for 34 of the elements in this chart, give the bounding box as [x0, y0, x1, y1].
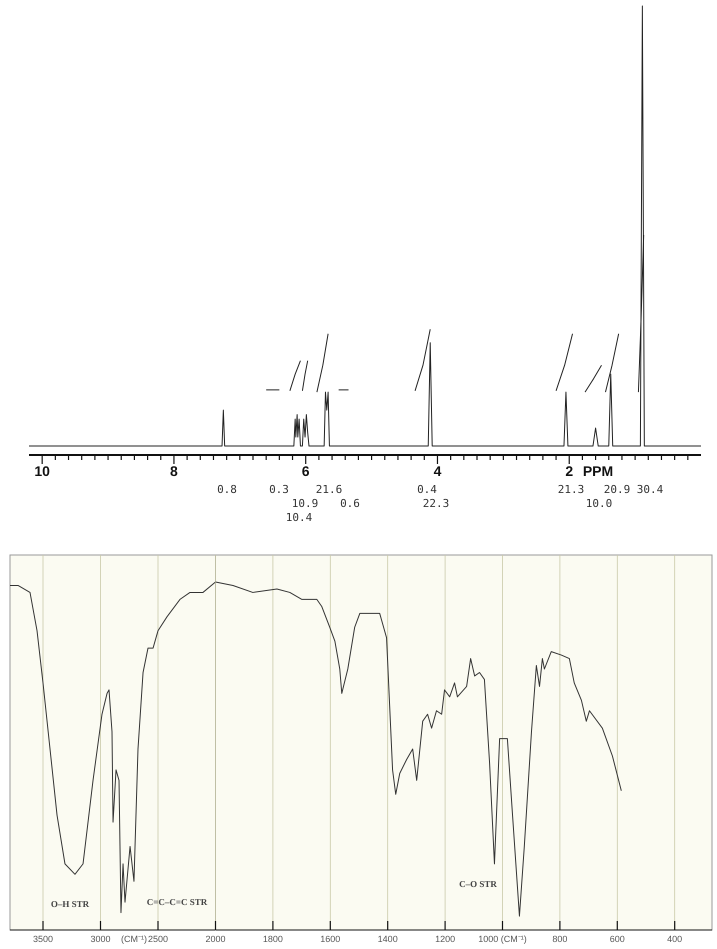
annotation: O–H STR [50, 899, 90, 909]
text: 21.3 [558, 483, 584, 496]
annotation: C=C–C=C STR [146, 897, 208, 907]
x-tick-label: 1600 [320, 934, 340, 944]
x-tick-label: 2500 [148, 934, 168, 944]
x-tick-label: 1000 (CM⁻¹) [478, 934, 527, 944]
text: 21.6 [316, 483, 342, 496]
text: 10.4 [286, 511, 313, 524]
text: 20.9 [604, 483, 630, 496]
x-axis-title: PPM [582, 463, 614, 479]
x-tick-label: 1800 [262, 934, 283, 944]
text: 0.8 [217, 483, 237, 496]
text: 30.4 [636, 483, 664, 496]
x-tick-label: 2000 [205, 934, 226, 944]
text: 22.3 [422, 497, 450, 510]
x-tick-label: 2 [565, 463, 574, 479]
x-tick-label: 6 [302, 463, 310, 479]
text: 10.0 [586, 497, 612, 510]
x-tick-label: 600 [610, 934, 625, 944]
x-tick-label: 3000 [90, 934, 111, 944]
x-tick-label: 1200 [435, 934, 456, 944]
text: 10.9 [292, 497, 318, 510]
text: 0.3 [269, 483, 289, 496]
x-tick-label: 3500 [32, 934, 54, 944]
x-tick-label: 10 [34, 463, 50, 479]
x-tick-label: 8 [170, 463, 178, 479]
annotation: C–O STR [459, 879, 498, 889]
x-axis-title: (CM⁻¹) [121, 934, 147, 944]
x-tick-label: 800 [552, 934, 568, 944]
x-tick-label: 1400 [378, 934, 398, 944]
x-tick-label: 4 [434, 463, 442, 479]
text: 0.4 [417, 483, 438, 496]
x-tick-label: 400 [667, 934, 682, 944]
text: 0.6 [340, 497, 360, 510]
